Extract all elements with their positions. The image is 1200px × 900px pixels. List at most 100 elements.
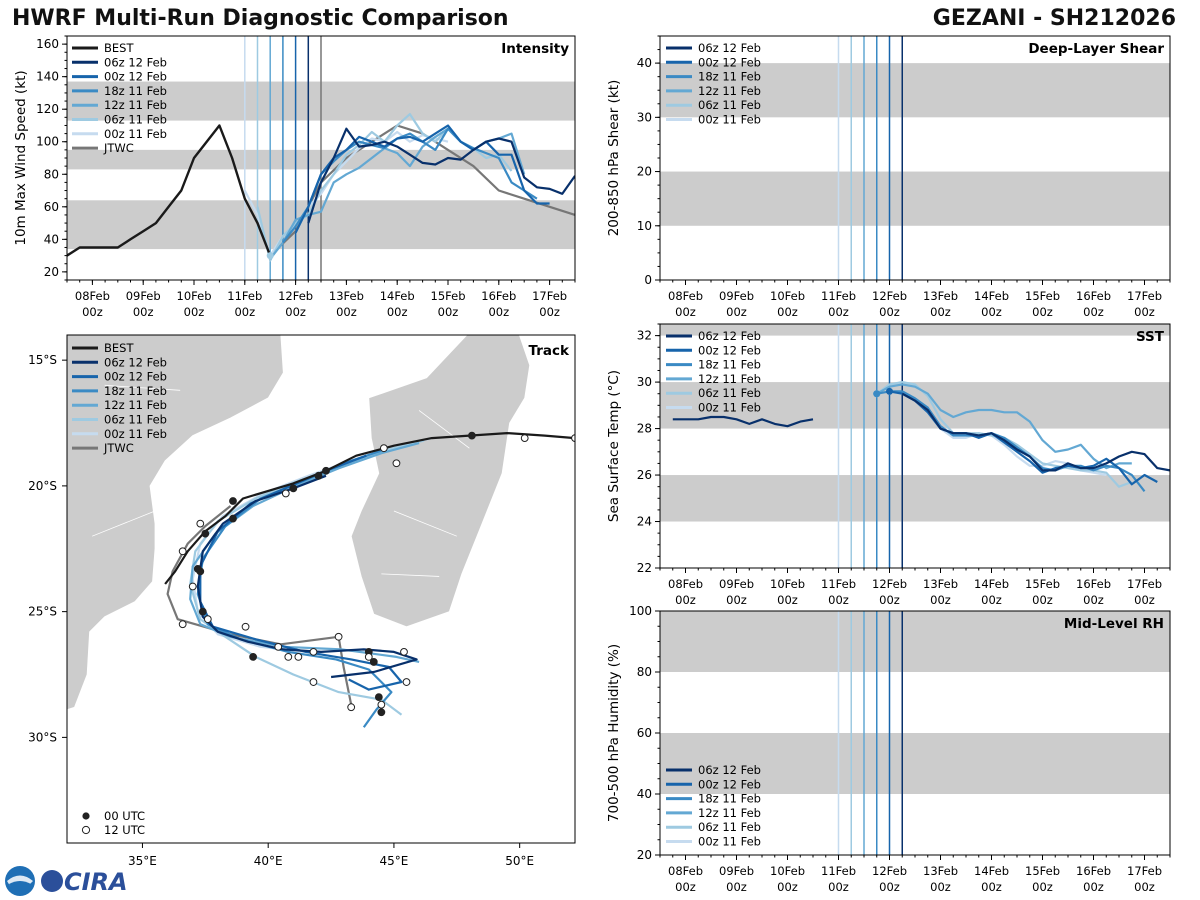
rh-xtick-label-hour: 00z	[930, 880, 951, 894]
shear-xtick-label-hour: 00z	[726, 305, 747, 319]
shear-ytick-label: 20	[637, 165, 652, 179]
sst-series-start-marker	[873, 390, 881, 398]
legend-label: BEST	[104, 41, 134, 55]
shear-plot-area	[660, 36, 1170, 280]
track-12utc-marker	[188, 582, 197, 591]
track-12utc-marker	[203, 615, 212, 624]
rh-ytick-label: 100	[629, 604, 652, 618]
track-panel: 35°E 40°E 45°E 50°E 15°S 20°S 25°S 30°S Track BES…	[28, 334, 576, 868]
intensity-ytick-label: 20	[44, 265, 59, 279]
intensity-ytick-label: 120	[36, 102, 59, 116]
track-xtick-label: 40°E	[254, 854, 283, 868]
sst-series-line	[876, 390, 1146, 492]
legend-label: 00z 12 Feb	[698, 55, 761, 69]
sst-series-line	[672, 392, 1170, 472]
sst-shaded-band	[660, 324, 1170, 336]
shear-xtick-label-hour: 00z	[930, 305, 951, 319]
sst-series-line	[876, 383, 1132, 470]
track-12utc-marker	[400, 647, 408, 656]
shear-ylabel: 200-850 hPa Shear (kt)	[606, 80, 622, 237]
map-border	[393, 510, 457, 537]
legend-label: JTWC	[103, 141, 134, 155]
track-jtwc-12utc-marker	[334, 632, 343, 641]
intensity-xtick-label-date: 11Feb	[227, 289, 262, 303]
rh-xtick-label-date: 13Feb	[923, 864, 958, 878]
rh-xtick-label-date: 10Feb	[770, 864, 805, 878]
rh-xtick-label-date: 11Feb	[821, 864, 856, 878]
rh-plot-area	[660, 611, 1170, 855]
shear-xtick-label-date: 09Feb	[719, 289, 754, 303]
marker-legend-open	[81, 825, 91, 835]
storm-id: GEZANI - SH212026	[932, 6, 1176, 31]
rh-xtick-label-date: 12Feb	[872, 864, 907, 878]
intensity-xtick-label-date: 10Feb	[177, 289, 212, 303]
africa-landmass	[67, 335, 284, 711]
track-xtick-label: 50°E	[505, 854, 534, 868]
track-series-line	[189, 442, 420, 663]
track-00utc-marker	[314, 471, 323, 480]
sst-ytick-label: 30	[637, 375, 652, 389]
intensity-series-line	[307, 127, 575, 224]
rh-xtick-label-date: 16Feb	[1076, 864, 1111, 878]
rh-ytick-label: 60	[637, 726, 652, 740]
legend-label: 06z 11 Feb	[698, 98, 761, 112]
map-border	[381, 573, 440, 577]
track-best-00utc-marker	[467, 431, 476, 440]
shear-xtick-label-hour: 00z	[1083, 305, 1104, 319]
rh-ylabel: 700-500 hPa Humidity (%)	[606, 644, 622, 822]
track-12utc-marker	[309, 678, 318, 686]
intensity-ylabel: 10m Max Wind Speed (kt)	[13, 70, 29, 245]
track-00utc-marker	[377, 708, 386, 717]
sst-xtick-label-date: 13Feb	[923, 577, 958, 591]
track-00utc-marker	[374, 693, 383, 702]
intensity-xtick-label-hour: 00z	[336, 305, 357, 319]
legend-label: 00z 11 Feb	[698, 113, 761, 127]
track-00utc-marker	[249, 653, 257, 661]
map-border	[418, 410, 470, 449]
noaa-cira-logo: CIRA	[5, 866, 128, 896]
intensity-xtick-label-date: 17Feb	[532, 289, 567, 303]
rh-xtick-label-date: 14Feb	[974, 864, 1009, 878]
track-ytick-label: 25°S	[28, 605, 57, 619]
track-00utc-marker	[198, 607, 207, 616]
track-jtwc-12utc-marker	[347, 703, 356, 712]
sst-xtick-label-date: 10Feb	[770, 577, 805, 591]
track-jtwc-12utc-marker	[274, 642, 283, 651]
legend-label: 18z 11 Feb	[698, 70, 761, 84]
shear-xtick-label-hour: 00z	[675, 305, 696, 319]
legend-label: 12z 11 Feb	[104, 398, 167, 412]
intensity-xtick-label-hour: 00z	[184, 305, 205, 319]
track-best-12utc-marker	[379, 444, 388, 453]
shear-xtick-label-date: 16Feb	[1076, 289, 1111, 303]
shear-xtick-label-date: 13Feb	[923, 289, 958, 303]
rh-xtick-label-hour: 00z	[1083, 880, 1104, 894]
sst-xtick-label-date: 16Feb	[1076, 577, 1111, 591]
intensity-best-line	[67, 124, 272, 257]
sst-xtick-label-hour: 00z	[828, 593, 849, 607]
sst-xtick-label-hour: 00z	[726, 593, 747, 607]
intensity-panel-title: Intensity	[501, 41, 569, 57]
sst-xtick-label-hour: 00z	[1134, 593, 1155, 607]
shear-ytick-label: 10	[637, 219, 652, 233]
marker-legend-label: 12 UTC	[104, 823, 145, 837]
track-12utc-marker	[392, 459, 401, 468]
track-best-12utc-marker	[281, 489, 290, 498]
legend-label: BEST	[104, 341, 134, 355]
legend-label: 00z 11 Feb	[698, 835, 761, 849]
sst-xtick-label-date: 09Feb	[719, 577, 754, 591]
intensity-xtick-label-hour: 00z	[387, 305, 408, 319]
track-best-12utc-marker	[520, 434, 529, 443]
sst-xtick-label-date: 08Feb	[668, 577, 703, 591]
sst-xtick-label-hour: 00z	[675, 593, 696, 607]
shear-shaded-band	[660, 63, 1170, 118]
intensity-xtick-label-hour: 00z	[82, 305, 103, 319]
track-series-line	[196, 474, 418, 679]
cira-globe-icon	[41, 870, 63, 892]
legend-label: 18z 11 Feb	[698, 792, 761, 806]
intensity-ytick-label: 100	[36, 135, 59, 149]
intensity-xtick-label-date: 09Feb	[126, 289, 161, 303]
track-best-00utc-marker	[229, 514, 237, 523]
rh-xtick-label-date: 09Feb	[719, 864, 754, 878]
sst-xtick-label-hour: 00z	[879, 593, 900, 607]
intensity-xtick-label-hour: 00z	[285, 305, 306, 319]
